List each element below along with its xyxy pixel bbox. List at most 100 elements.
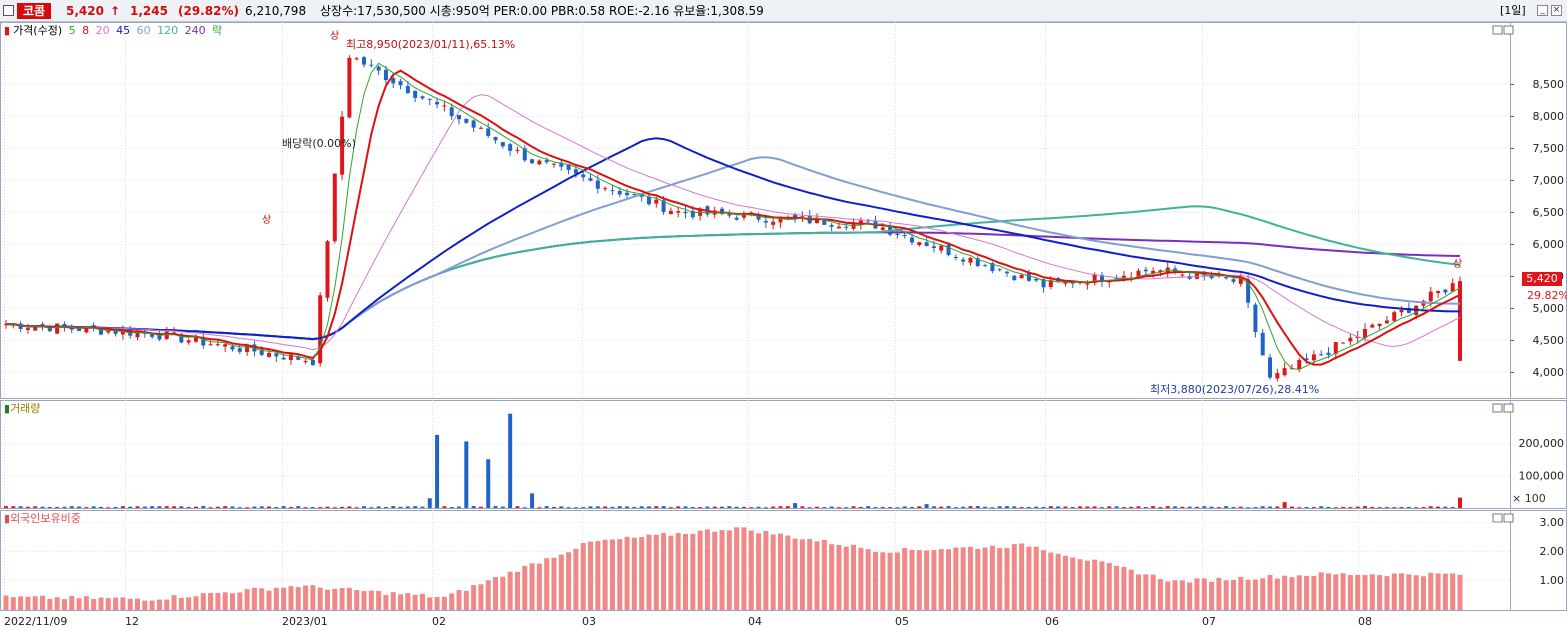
foreign-ratio-bar (522, 565, 528, 610)
foreign-ratio-bar (273, 587, 279, 610)
candle-body (464, 118, 469, 123)
legend-ma8[interactable]: 8 (82, 24, 90, 37)
legend-ma20[interactable]: 20 (95, 24, 110, 37)
volume-bar (11, 506, 16, 508)
candle-body (822, 219, 827, 225)
foreign-y-tick-label: 3.00 (1540, 516, 1565, 529)
foreign-ratio-bar (113, 597, 119, 610)
volume-bar (98, 506, 103, 508)
foreign-ratio-bar (317, 587, 323, 610)
candle-body (866, 220, 871, 222)
candle-body (1253, 304, 1258, 332)
foreign-ratio-bar (719, 530, 725, 610)
foreign-ratio-bar (661, 532, 667, 610)
foreign-ratio-bar (1245, 579, 1251, 610)
legend-ma60[interactable]: 60 (136, 24, 151, 37)
low-annotation: 최저3,880(2023/07/26),28.41% (1150, 383, 1320, 396)
foreign-ratio-bar (566, 552, 572, 610)
candle-body (340, 116, 345, 175)
volume-bar (1012, 506, 1017, 508)
legend-ma240[interactable]: 240 (184, 24, 206, 37)
foreign-ratio-bar (617, 539, 623, 610)
candle-body (741, 213, 746, 218)
foreign-ratio-bar (851, 544, 857, 610)
foreign-ratio-bar (1340, 573, 1346, 610)
candle-body (332, 173, 337, 242)
volume-bar (1092, 506, 1097, 508)
volume-value: 6,210,798 (245, 4, 307, 18)
candle-body (829, 225, 834, 227)
foreign-ratio-bar (1106, 563, 1112, 610)
volume-bar (661, 506, 666, 508)
volume-bar (4, 506, 8, 508)
volume-bar (946, 506, 951, 508)
foreign-ratio-bar (1041, 550, 1047, 610)
candle-body (215, 344, 220, 346)
panel-close-icon-1 (1503, 25, 1514, 35)
volume-bar (566, 507, 571, 509)
volume-bar (829, 506, 834, 508)
candle-body (617, 190, 622, 195)
volume-bar (654, 506, 659, 508)
candle-body (62, 324, 67, 327)
volume-bar (1238, 506, 1243, 508)
volume-bar (186, 507, 191, 509)
volume-bar (537, 507, 542, 509)
volume-bar (763, 507, 768, 509)
foreign-ratio-bar (171, 595, 177, 610)
foreign-ratio-bar (288, 586, 294, 610)
foreign-ratio-bar (653, 534, 659, 610)
foreign-ratio-bar (1355, 574, 1361, 610)
foreign-ratio-bar (164, 599, 170, 610)
legend-ma45[interactable]: 45 (116, 24, 131, 37)
foreign-ratio-bar (471, 585, 477, 610)
stock-name[interactable]: 코콤 (17, 3, 52, 19)
candle-body (318, 295, 323, 364)
foreign-ratio-bar (376, 590, 382, 610)
foreign-ratio-bar (734, 527, 740, 610)
foreign-ratio-bar (514, 571, 520, 610)
volume-y-tick-label: 100,000 (1519, 470, 1565, 483)
volume-bar (1384, 507, 1389, 509)
volume-bar (793, 503, 798, 508)
volume-bar (1341, 506, 1346, 508)
volume-bar (1107, 506, 1112, 508)
foreign-ratio-bar (792, 538, 798, 610)
volume-bar (91, 506, 96, 508)
legend-ma5[interactable]: 5 (68, 24, 76, 37)
candle-body (106, 330, 111, 333)
volume-bar (1019, 507, 1024, 509)
candle-body (646, 196, 651, 205)
minimize-button[interactable]: _ (1537, 5, 1548, 16)
foreign-ratio-bar (1223, 580, 1229, 610)
period-selector[interactable]: [1일] (1500, 4, 1526, 17)
stock-header-bar: 코콤 5,420 ↑ 1,245 (29.82%) 6,210,798 상장수:… (0, 0, 1567, 22)
candle-body (303, 361, 308, 363)
candle-body (193, 336, 198, 342)
volume-bar (1275, 506, 1280, 508)
foreign-ratio-bar (427, 597, 433, 610)
candle-body (391, 78, 396, 84)
volume-bar (332, 507, 337, 509)
foreign-ratio-bar (1157, 579, 1163, 610)
close-button[interactable]: × (1551, 5, 1562, 16)
candle-body (1136, 270, 1141, 277)
candle-body (164, 331, 169, 340)
volume-bar (252, 506, 257, 508)
volume-bar (1399, 507, 1404, 509)
candle-body (1428, 291, 1433, 302)
candle-body (1041, 279, 1046, 288)
legend-rak[interactable]: 락 (212, 24, 223, 37)
candle-body (288, 354, 293, 360)
candle-body (281, 357, 286, 360)
candle-body (917, 242, 922, 246)
volume-bar (917, 506, 922, 508)
volume-bar (910, 506, 915, 508)
foreign-ratio-bar (361, 591, 367, 610)
select-checkbox[interactable] (3, 5, 14, 16)
legend-ma120[interactable]: 120 (157, 24, 179, 37)
candle-body (778, 216, 783, 223)
candle-body (376, 66, 381, 71)
candle-body (1019, 275, 1024, 279)
